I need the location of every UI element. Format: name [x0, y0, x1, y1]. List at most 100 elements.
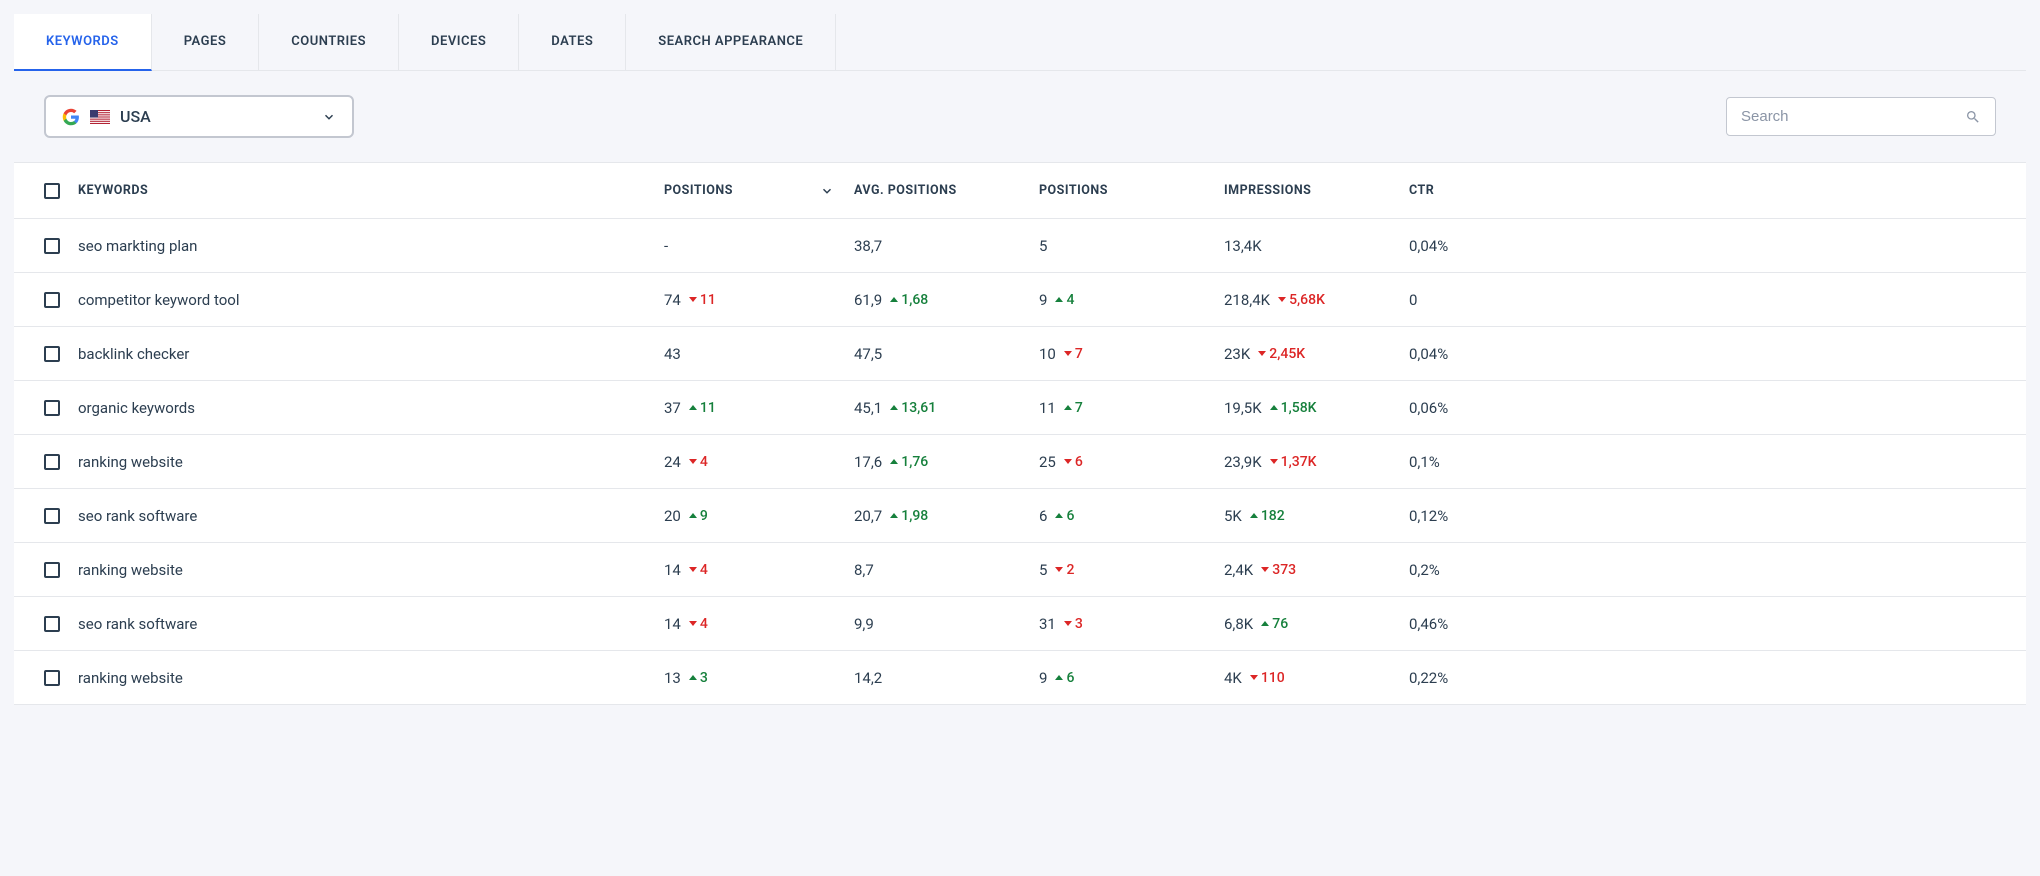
- cell-keyword: seo rank software: [44, 615, 664, 633]
- triangle-up-icon: [1270, 405, 1278, 410]
- delta-indicator: 7: [1064, 346, 1083, 362]
- table-row[interactable]: ranking website 13314,2964K1100,22%: [14, 651, 2026, 705]
- cell-impressions-value: 218,4K: [1224, 291, 1270, 309]
- triangle-down-icon: [1278, 297, 1286, 302]
- cell-positions-2: 96: [1039, 669, 1224, 687]
- triangle-up-icon: [1261, 621, 1269, 626]
- cell-positions-value: 14: [664, 615, 681, 633]
- cell-positions: 209: [664, 507, 854, 525]
- keyword-text: backlink checker: [78, 345, 189, 363]
- delta-indicator: 1,37K: [1270, 454, 1317, 470]
- triangle-down-icon: [1261, 567, 1269, 572]
- chevron-down-icon: [322, 110, 336, 124]
- cell-keyword: ranking website: [44, 561, 664, 579]
- delta-indicator: 6: [1055, 670, 1074, 686]
- delta-indicator: 3: [689, 670, 708, 686]
- keyword-text: seo rank software: [78, 615, 197, 633]
- cell-avg-positions: 8,7: [854, 561, 1039, 579]
- cell-avg-positions-value: 47,5: [854, 345, 882, 363]
- triangle-down-icon: [1270, 459, 1278, 464]
- cell-positions-value: -: [664, 237, 668, 255]
- keyword-text: seo markting plan: [78, 237, 197, 255]
- cell-impressions-value: 2,4K: [1224, 561, 1253, 579]
- table-row[interactable]: backlink checker 4347,510723K2,45K0,04%: [14, 327, 2026, 381]
- delta-indicator: 7: [1064, 400, 1083, 416]
- row-checkbox[interactable]: [44, 292, 60, 308]
- column-positions[interactable]: POSITIONS: [664, 183, 854, 198]
- column-keywords[interactable]: KEYWORDS: [44, 183, 664, 199]
- delta-indicator: 1,76: [890, 454, 928, 470]
- column-avg-positions[interactable]: AVG. POSITIONS: [854, 183, 1039, 198]
- tab-pages[interactable]: PAGES: [152, 14, 260, 70]
- table-row[interactable]: ranking website 24417,61,7625623,9K1,37K…: [14, 435, 2026, 489]
- cell-positions-2: 5: [1039, 237, 1224, 255]
- cell-positions: 7411: [664, 291, 854, 309]
- triangle-down-icon: [689, 459, 697, 464]
- cell-keyword: ranking website: [44, 669, 664, 687]
- cell-impressions: 23,9K 1,37K: [1224, 453, 1409, 471]
- table-row[interactable]: organic keywords 371145,113,6111719,5K1,…: [14, 381, 2026, 435]
- delta-indicator: 3: [1064, 616, 1083, 632]
- row-checkbox[interactable]: [44, 400, 60, 416]
- row-checkbox[interactable]: [44, 508, 60, 524]
- cell-impressions: 2,4K 373: [1224, 561, 1409, 579]
- cell-impressions-value: 5K: [1224, 507, 1242, 525]
- column-ctr[interactable]: CTR: [1409, 183, 1569, 198]
- cell-positions: 14 4: [664, 615, 854, 633]
- tab-dates[interactable]: DATES: [519, 14, 626, 70]
- cell-keyword: ranking website: [44, 453, 664, 471]
- table-row[interactable]: seo rank software 1449,93136,8K760,46%: [14, 597, 2026, 651]
- table-row[interactable]: ranking website 1448,7522,4K3730,2%: [14, 543, 2026, 597]
- cell-impressions-value: 23,9K: [1224, 453, 1262, 471]
- row-checkbox[interactable]: [44, 616, 60, 632]
- row-checkbox[interactable]: [44, 238, 60, 254]
- cell-keyword: organic keywords: [44, 399, 664, 417]
- cell-positions-2-value: 6: [1039, 507, 1047, 525]
- delta-indicator: 4: [689, 616, 708, 632]
- row-checkbox[interactable]: [44, 346, 60, 362]
- search-input[interactable]: [1741, 108, 1965, 125]
- table-row[interactable]: seo markting plan -38,7513,4K0,04%: [14, 219, 2026, 273]
- cell-avg-positions: 9,9: [854, 615, 1039, 633]
- country-selector[interactable]: USA: [44, 95, 354, 138]
- delta-indicator: 110: [1250, 670, 1285, 686]
- cell-impressions: 19,5K1,58K: [1224, 399, 1409, 417]
- row-checkbox[interactable]: [44, 670, 60, 686]
- cell-positions-2: 66: [1039, 507, 1224, 525]
- cell-ctr: 0,2%: [1409, 561, 1569, 579]
- delta-indicator: 6: [1055, 508, 1074, 524]
- row-checkbox[interactable]: [44, 562, 60, 578]
- cell-positions-value: 20: [664, 507, 681, 525]
- cell-positions-value: 74: [664, 291, 681, 309]
- cell-positions-value: 43: [664, 345, 681, 363]
- delta-indicator: 1,58K: [1270, 400, 1317, 416]
- triangle-down-icon: [1258, 351, 1266, 356]
- tab-devices[interactable]: DEVICES: [399, 14, 519, 70]
- column-impressions[interactable]: IMPRESSIONS: [1224, 183, 1409, 198]
- triangle-down-icon: [689, 621, 697, 626]
- cell-positions-2-value: 31: [1039, 615, 1056, 633]
- cell-positions-2: 256: [1039, 453, 1224, 471]
- search-box[interactable]: [1726, 97, 1996, 136]
- select-all-checkbox[interactable]: [44, 183, 60, 199]
- keyword-text: competitor keyword tool: [78, 291, 240, 309]
- cell-avg-positions: 20,71,98: [854, 507, 1039, 525]
- keywords-table: KEYWORDS POSITIONS AVG. POSITIONS POSITI…: [14, 162, 2026, 705]
- tab-search-appearance[interactable]: SEARCH APPEARANCE: [626, 14, 836, 70]
- delta-indicator: 373: [1261, 562, 1296, 578]
- table-row[interactable]: seo rank software 20920,71,98665K1820,12…: [14, 489, 2026, 543]
- cell-avg-positions: 14,2: [854, 669, 1039, 687]
- delta-indicator: 5,68K: [1278, 292, 1325, 308]
- row-checkbox[interactable]: [44, 454, 60, 470]
- tab-keywords[interactable]: KEYWORDS: [14, 14, 152, 71]
- tab-countries[interactable]: COUNTRIES: [259, 14, 399, 70]
- triangle-up-icon: [1055, 297, 1063, 302]
- cell-avg-positions-value: 45,1: [854, 399, 882, 417]
- column-positions-2[interactable]: POSITIONS: [1039, 183, 1224, 198]
- cell-positions: -: [664, 237, 854, 255]
- cell-positions: 3711: [664, 399, 854, 417]
- cell-positions-2-value: 9: [1039, 669, 1047, 687]
- triangle-up-icon: [689, 675, 697, 680]
- table-row[interactable]: competitor keyword tool 741161,91,689421…: [14, 273, 2026, 327]
- keyword-text: ranking website: [78, 669, 183, 687]
